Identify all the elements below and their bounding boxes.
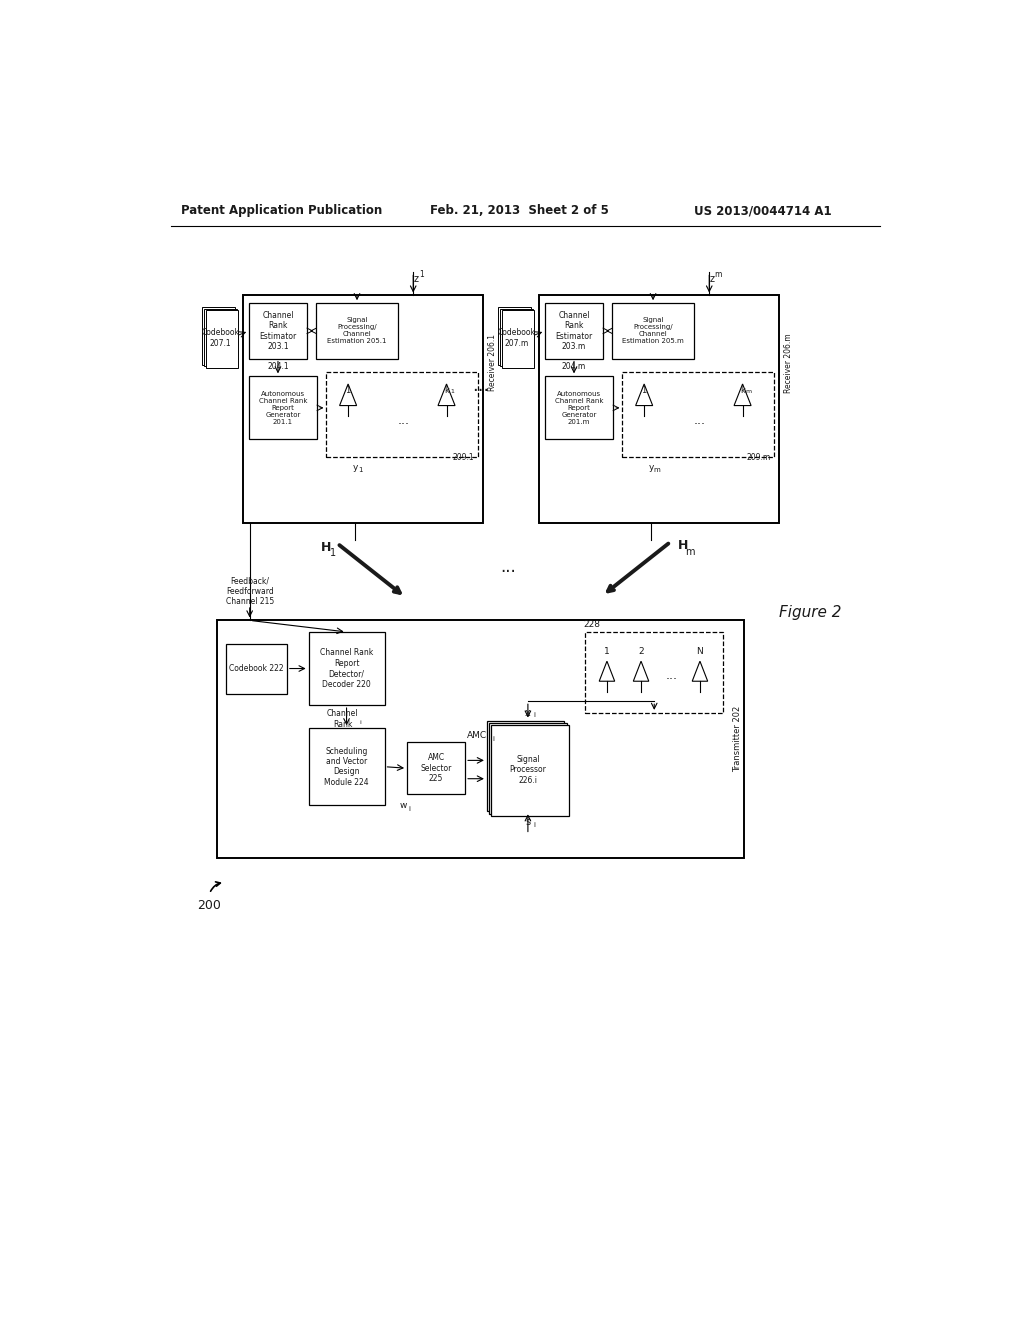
Text: y: y — [649, 463, 654, 471]
Text: x: x — [525, 708, 530, 718]
Text: ...: ... — [398, 414, 410, 428]
Text: 228: 228 — [584, 620, 601, 628]
Text: i: i — [409, 807, 411, 812]
Text: Channel
Rank
Estimator
203.1: Channel Rank Estimator 203.1 — [259, 310, 297, 351]
Text: AMC
Selector
225: AMC Selector 225 — [421, 754, 452, 783]
Bar — [203, 308, 234, 364]
Text: N: N — [696, 648, 703, 656]
Bar — [308, 632, 385, 705]
Text: H: H — [678, 539, 688, 552]
Text: Patent Application Publication: Patent Application Publication — [180, 205, 382, 218]
Bar — [486, 721, 564, 812]
Text: Receiver 206.m: Receiver 206.m — [783, 333, 793, 392]
Text: AMC: AMC — [467, 731, 486, 741]
Text: Feb. 21, 2013  Sheet 2 of 5: Feb. 21, 2013 Sheet 2 of 5 — [430, 205, 609, 218]
Text: ...: ... — [472, 378, 489, 395]
Bar — [586, 632, 723, 713]
Text: k: k — [740, 385, 745, 395]
Text: ...: ... — [694, 414, 706, 428]
Bar — [217, 620, 744, 858]
Text: Feedback/
Feedforward
Channel 215: Feedback/ Feedforward Channel 215 — [225, 577, 273, 606]
Text: i: i — [534, 822, 536, 828]
Text: Scheduling
and Vector
Design
Module 224: Scheduling and Vector Design Module 224 — [325, 747, 369, 787]
Text: 1: 1 — [345, 385, 351, 395]
Text: H: H — [321, 541, 331, 554]
Text: m: m — [653, 467, 659, 474]
Text: 209.m: 209.m — [746, 453, 770, 462]
Bar — [623, 372, 773, 457]
Text: ...: ... — [666, 668, 678, 681]
Bar — [545, 376, 613, 440]
Text: i: i — [359, 719, 361, 725]
Text: 204.1: 204.1 — [267, 362, 289, 371]
Text: Signal
Processing/
Channel
Estimation 205.1: Signal Processing/ Channel Estimation 20… — [328, 317, 387, 345]
Bar — [327, 372, 477, 457]
Text: Codebook 222: Codebook 222 — [229, 664, 284, 673]
Text: 1: 1 — [641, 385, 647, 395]
Text: z: z — [710, 273, 715, 284]
Bar — [226, 644, 287, 693]
Text: Channel Rank
Report
Detector/
Decoder 220: Channel Rank Report Detector/ Decoder 22… — [319, 648, 373, 689]
Text: m: m — [744, 389, 751, 395]
Text: 1: 1 — [358, 467, 362, 474]
Text: Receiver 206.1: Receiver 206.1 — [487, 334, 497, 391]
Bar — [316, 304, 397, 359]
Bar — [539, 296, 779, 523]
Text: ...: ... — [500, 557, 516, 576]
Text: Autonomous
Channel Rank
Report
Generator
201.1: Autonomous Channel Rank Report Generator… — [259, 391, 307, 425]
Bar — [204, 309, 237, 367]
Bar — [502, 310, 535, 368]
Text: i: i — [492, 737, 494, 742]
Text: 1: 1 — [420, 271, 424, 279]
Text: Figure 2: Figure 2 — [778, 605, 842, 620]
Bar — [249, 376, 317, 440]
Bar — [206, 310, 238, 368]
Bar — [545, 304, 603, 359]
Text: 1: 1 — [604, 648, 610, 656]
Text: z: z — [414, 273, 419, 284]
Text: Autonomous
Channel Rank
Report
Generator
201.m: Autonomous Channel Rank Report Generator… — [555, 391, 603, 425]
Text: Channel
Rank: Channel Rank — [327, 709, 358, 729]
Bar — [243, 296, 483, 523]
Bar — [500, 309, 532, 367]
FancyArrowPatch shape — [211, 882, 220, 891]
Bar — [249, 304, 307, 359]
Text: 200: 200 — [198, 899, 221, 912]
Bar — [499, 308, 531, 364]
Text: k: k — [444, 385, 449, 395]
Text: US 2013/0044714 A1: US 2013/0044714 A1 — [693, 205, 831, 218]
Bar — [612, 304, 693, 359]
Text: Channel
Rank
Estimator
203.m: Channel Rank Estimator 203.m — [555, 310, 593, 351]
Text: 209.1: 209.1 — [453, 453, 474, 462]
Text: s: s — [525, 817, 530, 828]
Text: Codebook
207.m: Codebook 207.m — [498, 329, 536, 347]
Text: 204.m: 204.m — [562, 362, 586, 371]
Text: Signal
Processing/
Channel
Estimation 205.m: Signal Processing/ Channel Estimation 20… — [623, 317, 684, 345]
Text: y: y — [353, 463, 358, 471]
Text: w: w — [399, 801, 407, 810]
Text: i: i — [534, 711, 536, 718]
Text: m: m — [714, 271, 722, 279]
Bar — [489, 723, 566, 813]
Text: m: m — [685, 546, 694, 557]
Bar — [308, 729, 385, 805]
Text: Signal
Processor
226.i: Signal Processor 226.i — [510, 755, 547, 784]
Bar — [407, 742, 465, 795]
Text: 2: 2 — [638, 648, 644, 656]
Text: Transmitter 202: Transmitter 202 — [733, 706, 742, 772]
Text: 1: 1 — [450, 389, 454, 395]
Text: Codebook
207.1: Codebook 207.1 — [202, 329, 240, 347]
Bar — [492, 725, 569, 816]
Text: 1: 1 — [330, 548, 336, 558]
